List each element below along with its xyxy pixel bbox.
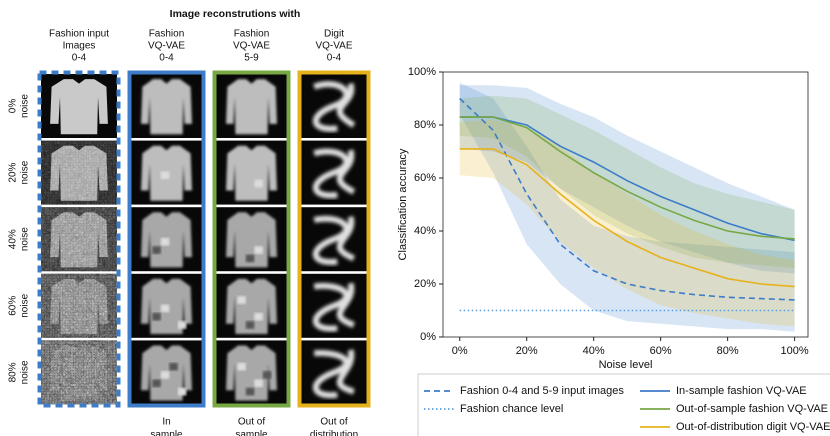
column-header: Images [63, 41, 96, 52]
x-tick-label: 40% [583, 345, 605, 357]
column-footer: Out of [238, 417, 265, 428]
artifact [246, 255, 255, 263]
artifact [254, 246, 263, 254]
artifact [152, 246, 161, 254]
column-header: VQ-VAE [315, 41, 352, 52]
artifact [169, 363, 178, 371]
artifact [254, 313, 263, 321]
artifact [161, 371, 170, 379]
column-footer: In [162, 417, 170, 428]
column-header: Digit [324, 29, 344, 40]
artifact [246, 321, 255, 329]
column-header: 0-4 [72, 53, 87, 64]
row-label: 0% [8, 99, 19, 114]
legend-label: In-sample fashion VQ-VAE [676, 385, 807, 397]
x-tick-label: 20% [516, 345, 538, 357]
row-label: 40% [8, 229, 19, 249]
column-header: VQ-VAE [233, 41, 270, 52]
column-header: Fashion input [49, 29, 109, 40]
row-label: noise [20, 94, 31, 118]
column-header: Fashion [149, 29, 185, 40]
column-header: Fashion [234, 29, 270, 40]
column-header: VQ-VAE [148, 41, 185, 52]
artifact [237, 296, 246, 304]
artifact [263, 371, 272, 379]
artifact [254, 379, 263, 387]
x-tick-label: 60% [650, 345, 672, 357]
artifact [161, 238, 170, 246]
column-header: 0-4 [159, 53, 174, 64]
x-tick-label: 100% [781, 345, 809, 357]
artifact [161, 171, 170, 179]
column-footer: sample [150, 430, 183, 436]
y-tick-label: 60% [414, 172, 436, 184]
legend-label: Fashion chance level [460, 403, 563, 415]
column-footer: distribution [310, 430, 358, 436]
legend-label: Out-of-distribution digit VQ-VAE [676, 421, 830, 433]
y-tick-label: 40% [414, 225, 436, 237]
panel-title: Image reconstrutions with [170, 8, 301, 20]
y-tick-label: 80% [414, 119, 436, 131]
bands [460, 83, 795, 332]
column-header: 0-4 [327, 53, 342, 64]
noise-overlay [41, 340, 117, 404]
row-label: 20% [8, 162, 19, 182]
y-axis-label: Classification accuracy [397, 148, 409, 260]
artifact [152, 379, 161, 387]
artifact [246, 388, 255, 396]
x-axis-label: Noise level [599, 359, 653, 371]
column-header: 5-9 [244, 53, 259, 64]
row-label: noise [20, 227, 31, 251]
row-label: noise [20, 160, 31, 184]
y-tick-label: 100% [408, 66, 436, 78]
artifact [178, 321, 187, 329]
artifact [237, 363, 246, 371]
column-footer: sample [235, 430, 268, 436]
artifact [178, 388, 187, 396]
legend-label: Out-of-sample fashion VQ-VAE [676, 403, 828, 415]
row-label: noise [20, 293, 31, 317]
x-tick-label: 0% [452, 345, 468, 357]
noise-overlay [41, 207, 117, 271]
x-tick-label: 80% [717, 345, 739, 357]
row-label: 60% [8, 296, 19, 316]
column-footer: Out of [320, 417, 347, 428]
figure: Image reconstrutions with Fashion inputI… [0, 0, 830, 436]
row-label: 80% [8, 362, 19, 382]
artifact [152, 313, 161, 321]
noise-overlay [41, 141, 117, 205]
chart: 0% 20% 40% 60% 80% 100% 0% 20% 40% 60% 80% 100% Nois… [397, 66, 809, 371]
image-panel: Fashion inputImages0-4FashionVQ-VAE0-4In… [8, 29, 369, 436]
row-label: noise [20, 360, 31, 384]
y-tick-label: 0% [420, 331, 436, 343]
y-tick-label: 20% [414, 278, 436, 290]
artifact [254, 180, 263, 188]
legend-label: Fashion 0-4 and 5-9 input images [460, 385, 624, 397]
artifact [161, 305, 170, 313]
noise-overlay [41, 274, 117, 338]
